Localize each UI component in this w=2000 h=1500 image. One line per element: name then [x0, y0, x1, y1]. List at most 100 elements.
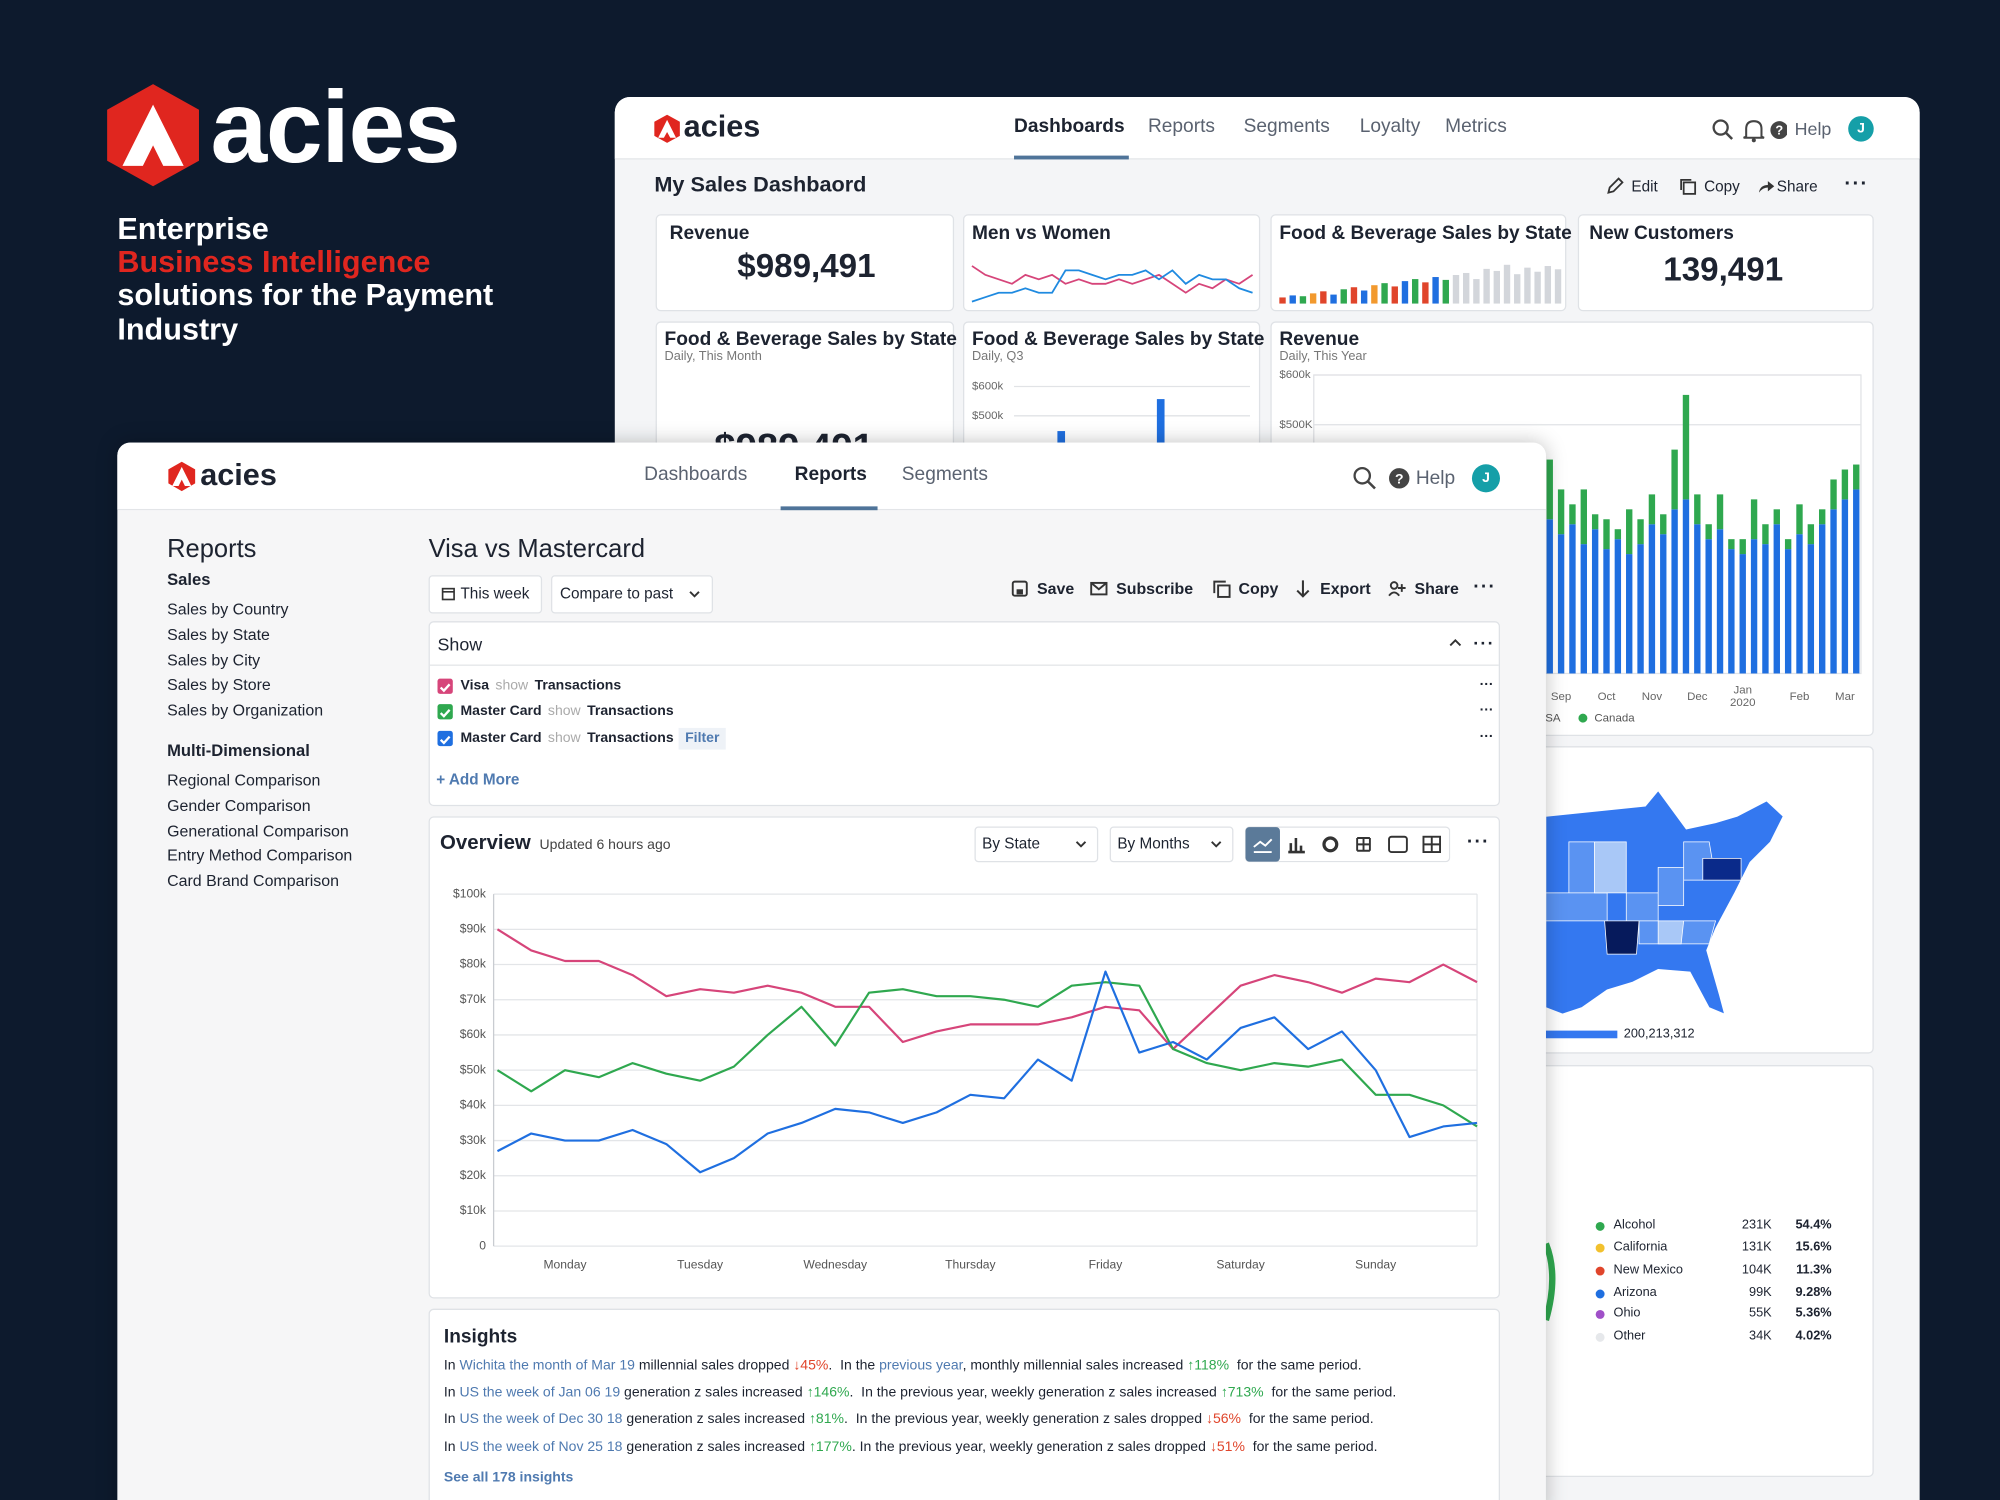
action[interactable]: Share	[1776, 177, 1818, 196]
sidebar-item[interactable]: Card Brand Comparison	[167, 872, 340, 891]
x-tick-label: Sep	[1550, 689, 1572, 703]
card-subtitle: Daily, This Month	[664, 349, 762, 364]
verb: show	[547, 703, 581, 719]
series-name: Master Card	[460, 730, 542, 746]
logo-icon	[168, 461, 196, 492]
add-more[interactable]: + Add More	[436, 770, 520, 789]
nav-item[interactable]: Segments	[901, 463, 988, 486]
legend-pct: 54.4%	[1795, 1218, 1832, 1233]
legend-name: New Mexico	[1613, 1263, 1683, 1278]
nav-item[interactable]: Reports	[1147, 115, 1215, 137]
action-icon	[1388, 581, 1406, 597]
avatar[interactable]: J	[1848, 116, 1874, 142]
insights-card	[428, 1308, 1500, 1500]
card-title: Food & Beverage Sales by State	[971, 328, 1265, 350]
insight-link[interactable]: Wichita the month of Mar 19	[459, 1358, 635, 1374]
checkbox[interactable]	[437, 678, 453, 694]
action[interactable]: Edit	[1631, 177, 1658, 196]
button-label: This week	[460, 584, 530, 603]
legend-value: 99K	[1748, 1286, 1772, 1301]
legend-label: Canada	[1594, 711, 1635, 725]
x-tick-label: Nov	[1641, 689, 1663, 703]
insight-plain: for the same period.	[1244, 1439, 1378, 1455]
legend-swatch	[1595, 1221, 1605, 1231]
dropdown[interactable]	[551, 575, 714, 614]
action[interactable]: Save	[1036, 580, 1075, 598]
dropdown[interactable]	[974, 826, 1099, 863]
button[interactable]	[428, 575, 543, 614]
insight-plain: generation z sales increased	[620, 1384, 807, 1401]
card	[1577, 214, 1874, 312]
action[interactable]: Subscribe	[1116, 580, 1194, 598]
legend-swatch	[1595, 1288, 1605, 1298]
insight-down: ↓51%	[1209, 1439, 1245, 1455]
action[interactable]: Export	[1320, 580, 1371, 598]
check	[439, 683, 451, 693]
view-switcher[interactable]	[1244, 826, 1451, 863]
nav-item[interactable]: Dashboards	[644, 463, 748, 486]
edit-icon	[1607, 177, 1624, 194]
action[interactable]: Copy	[1704, 177, 1740, 196]
nav-item[interactable]: Loyalty	[1359, 115, 1421, 137]
filter-chip[interactable]: Filter	[678, 727, 726, 750]
sidebar-item[interactable]: Gender Comparison	[167, 796, 311, 815]
nav-item[interactable]: Reports	[794, 463, 867, 486]
sidebar-item[interactable]: Generational Comparison	[167, 821, 349, 840]
check	[439, 709, 451, 718]
checkbox[interactable]	[437, 730, 453, 747]
insight-plain: In	[443, 1384, 460, 1401]
insight-plain: , monthly millennial sales increased	[962, 1358, 1188, 1374]
insight-up: ↑118%	[1187, 1358, 1230, 1374]
sidebar-item[interactable]: Sales by State	[167, 625, 270, 644]
collapse-icon[interactable]	[1449, 638, 1462, 648]
insight-link[interactable]: US the week of Jan 06 19	[459, 1384, 621, 1401]
insight-link[interactable]: US the week of Nov 25 18	[459, 1439, 623, 1455]
insight-link[interactable]: US the week of Dec 30 18	[459, 1411, 623, 1427]
more[interactable]: ···	[1473, 632, 1495, 654]
insight-plain: for the same period.	[1229, 1358, 1362, 1374]
action[interactable]: Share	[1414, 580, 1459, 598]
more[interactable]: ···	[1479, 676, 1494, 693]
card-title: Food & Beverage Sales by State	[664, 328, 957, 350]
sidebar-item[interactable]: Sales by City	[167, 651, 261, 669]
insight-plain: . In the previous year, weekly generatio…	[844, 1411, 1206, 1427]
insight-plain: In	[443, 1411, 460, 1427]
sidebar-item[interactable]: Entry Method Comparison	[167, 847, 353, 866]
legend-swatch	[1595, 1309, 1605, 1319]
card-title: Revenue	[1279, 328, 1360, 350]
insight-plain: for the same period.	[1241, 1411, 1374, 1427]
legend-pct: 11.3%	[1796, 1263, 1832, 1278]
sidebar-item[interactable]: Sales by Country	[167, 600, 289, 619]
dropdown[interactable]	[1109, 826, 1234, 863]
more[interactable]: ···	[1473, 575, 1497, 598]
dropdown-label: By Months	[1117, 834, 1190, 853]
action-icon	[1213, 580, 1231, 598]
sidebar-item[interactable]: Sales by Organization	[167, 701, 324, 720]
report-title: Visa vs Mastercard	[428, 535, 646, 564]
more[interactable]: ···	[1466, 830, 1490, 853]
legend-name: Other	[1613, 1329, 1646, 1344]
avatar[interactable]: J	[1471, 464, 1500, 493]
header-icons[interactable]: ?	[1352, 466, 1413, 492]
more[interactable]: ···	[1479, 702, 1494, 718]
nav-item[interactable]: Metrics	[1445, 115, 1507, 137]
map-legend-label: 200,213,312	[1623, 1027, 1695, 1042]
card-title: Men vs Women	[971, 222, 1111, 245]
sidebar-item[interactable]: Regional Comparison	[167, 771, 321, 790]
help[interactable]: Help	[1794, 118, 1832, 139]
help[interactable]: Help	[1415, 467, 1456, 489]
more[interactable]: ···	[1844, 173, 1869, 195]
checkbox[interactable]	[437, 704, 453, 720]
header-icons[interactable]: ?	[1710, 117, 1787, 143]
insight-link[interactable]: previous year	[879, 1358, 963, 1374]
see-all[interactable]: See all 178 insights	[443, 1470, 574, 1486]
action[interactable]: Copy	[1238, 580, 1279, 598]
header	[614, 96, 1920, 160]
nav-item[interactable]: Dashboards	[1014, 115, 1125, 137]
more[interactable]: ···	[1479, 729, 1494, 745]
sidebar-item[interactable]: Sales by Store	[167, 676, 271, 695]
insight-plain: . In the	[828, 1358, 880, 1374]
nav-item[interactable]: Segments	[1243, 115, 1330, 137]
updated: Updated 6 hours ago	[539, 837, 671, 853]
